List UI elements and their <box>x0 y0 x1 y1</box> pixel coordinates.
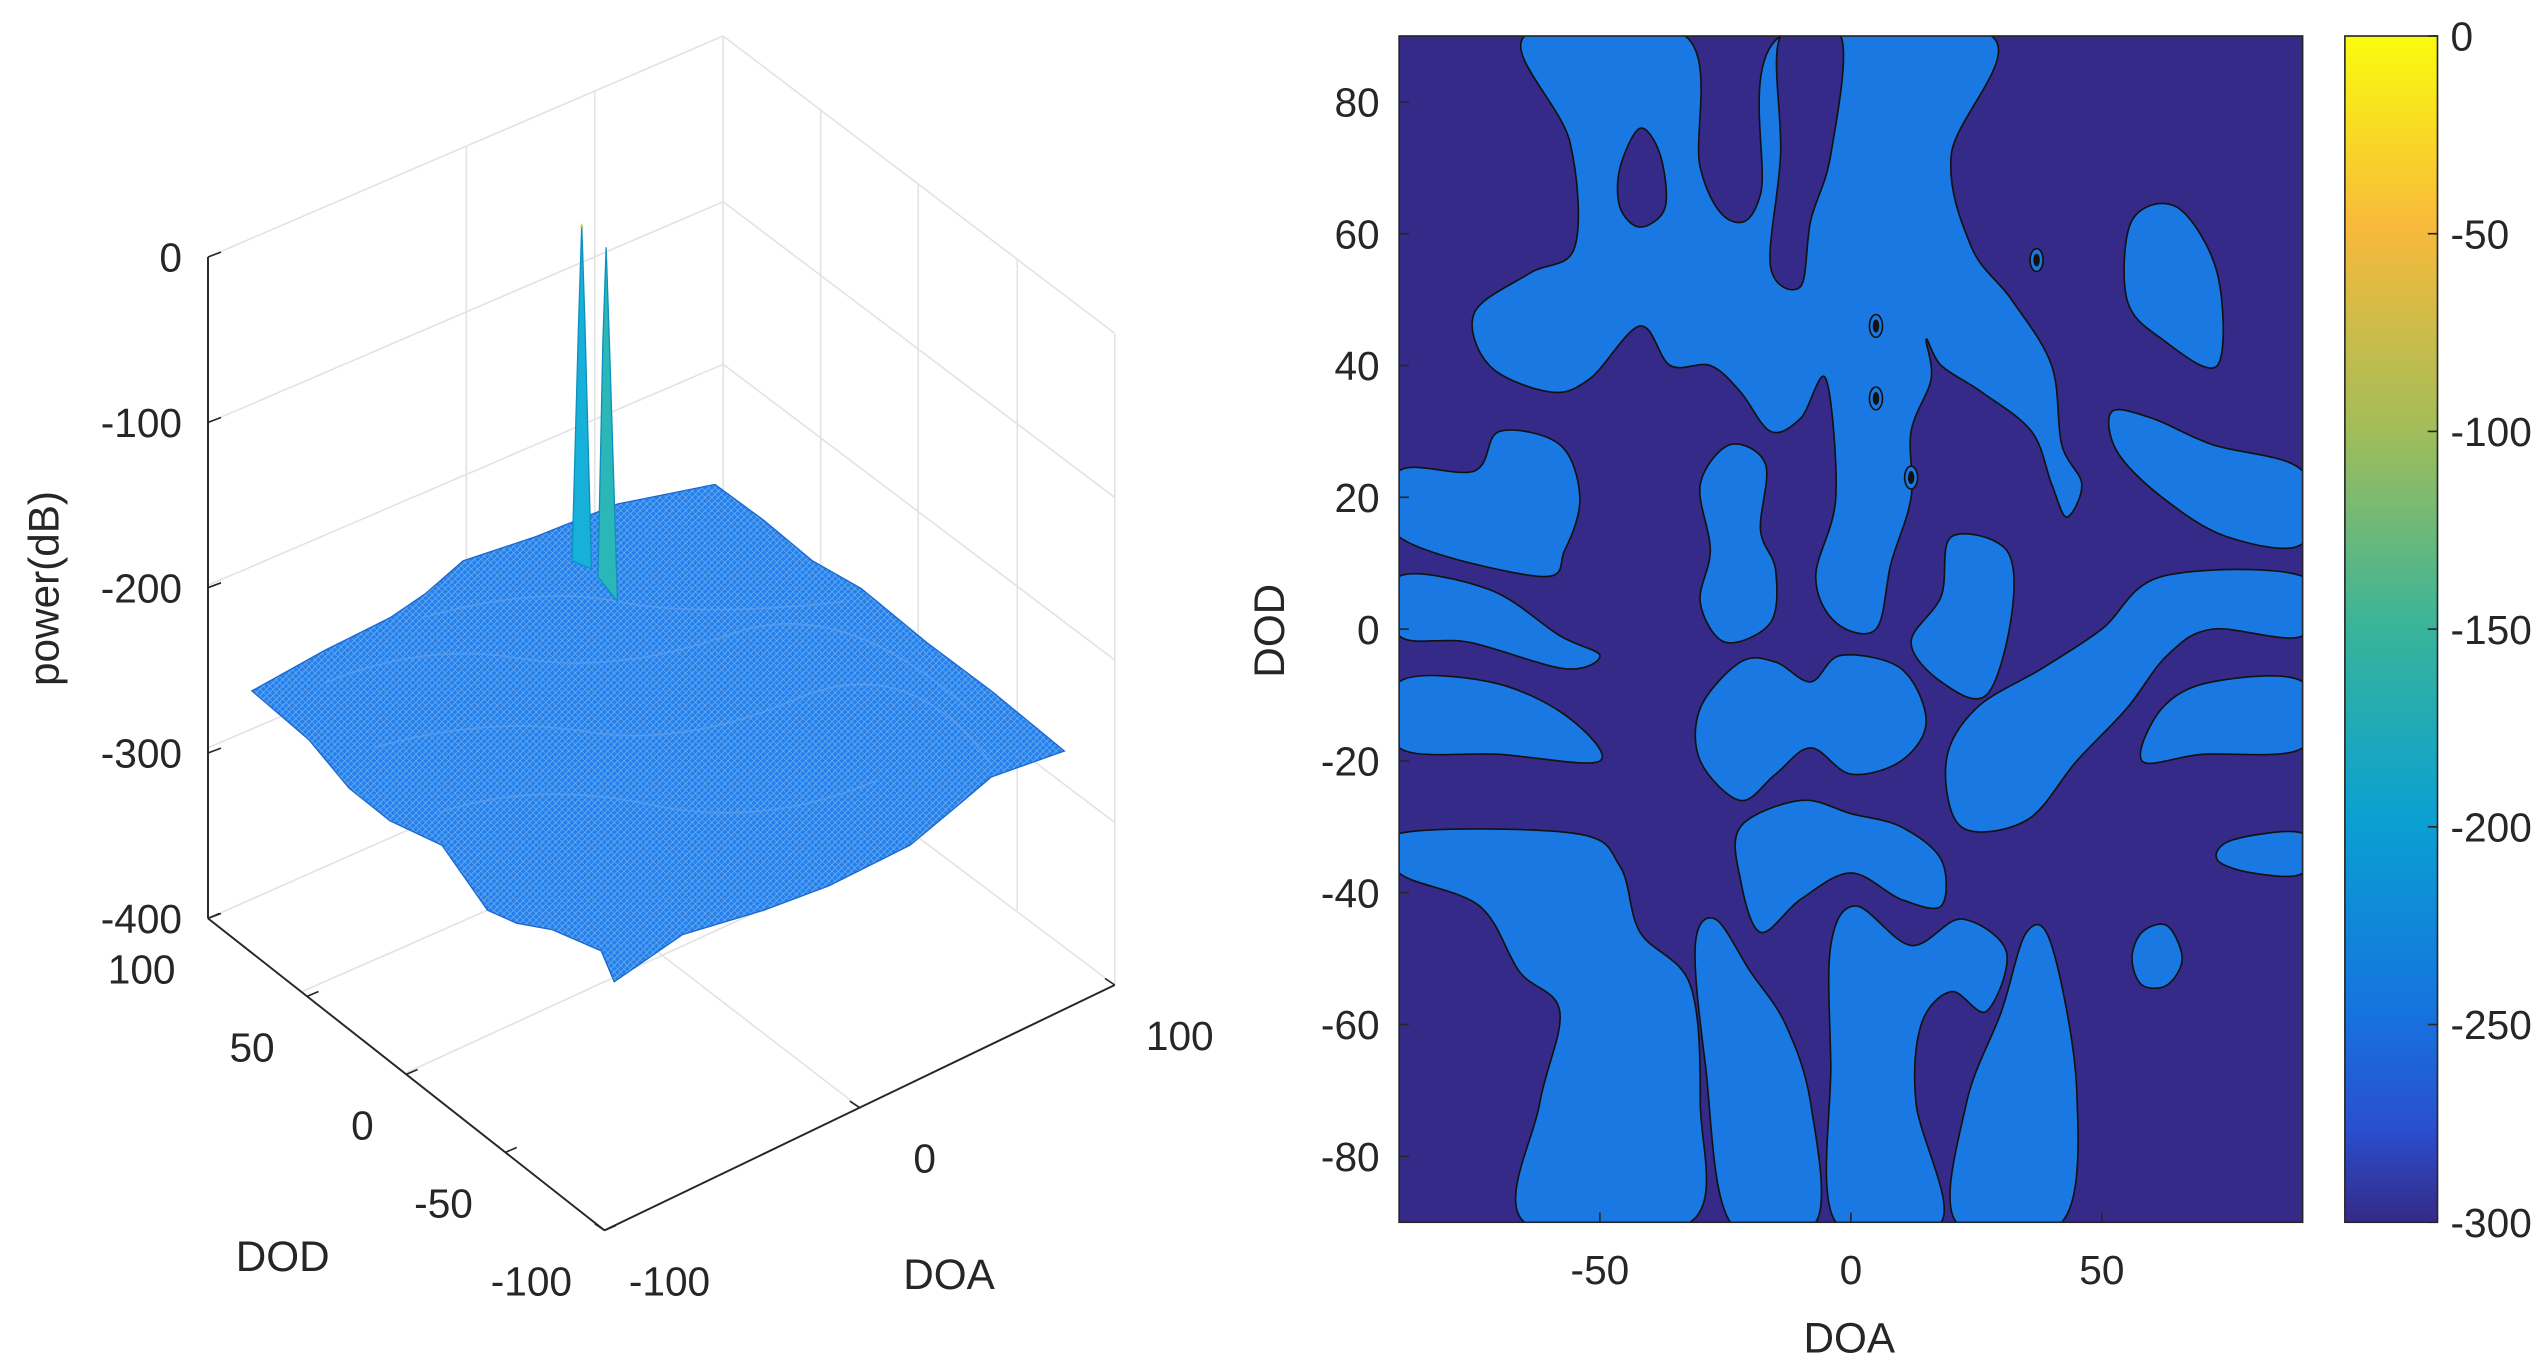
y-tick-label: 80 <box>1334 80 1379 126</box>
contour-region <box>2123 202 2225 369</box>
colorbar-tick-label: -200 <box>2451 804 2532 850</box>
x-tick-label: 50 <box>2079 1247 2124 1293</box>
y-tick-label: -60 <box>1321 1002 1380 1048</box>
power-surface <box>250 483 1066 983</box>
dod-tick <box>306 990 319 998</box>
dod-tick-label: 50 <box>229 1024 274 1070</box>
y-tick-label: 40 <box>1334 343 1379 389</box>
x-tick-label: -50 <box>1571 1247 1630 1293</box>
colorbar-tick-label: -100 <box>2451 409 2532 455</box>
dod-tick-label: -100 <box>491 1258 572 1304</box>
contour-hole <box>1769 35 1845 291</box>
z-axis-label: power(dB) <box>20 491 67 686</box>
colorbar-tick-label: -150 <box>2451 607 2532 653</box>
doa-tick-label: 100 <box>1146 1013 1214 1059</box>
contour-region <box>1399 573 1601 670</box>
doa-tick <box>594 1223 605 1232</box>
colorbar-tick-label: -50 <box>2451 211 2510 257</box>
contour-x-label: DOA <box>1803 1314 1895 1361</box>
contour-region <box>1734 799 1948 934</box>
colorbar-ticks: 0 -50 -100 -150 -200 -250 -300 <box>2427 14 2532 1246</box>
peak-contour-core <box>1872 391 1880 405</box>
z-tick-label: -100 <box>101 400 182 446</box>
contour-regions <box>1399 35 2303 1223</box>
peak-contour-core <box>1872 319 1880 333</box>
z-tick <box>207 747 222 754</box>
z-tick <box>207 582 222 589</box>
doa-tick-label: -100 <box>629 1258 710 1304</box>
y-tick-label: 20 <box>1334 475 1379 521</box>
y-tick-label: -80 <box>1321 1134 1380 1180</box>
contour-region <box>2131 923 2183 990</box>
peak-contour-core <box>2033 253 2040 267</box>
peak-2 <box>597 247 619 604</box>
peak-1 <box>571 224 593 570</box>
doa-axis-label: DOA <box>903 1251 995 1298</box>
x-tick-label: 0 <box>1840 1247 1863 1293</box>
surface-ripples <box>324 595 992 814</box>
contour-region <box>1944 568 2303 833</box>
z-tick-label: 0 <box>159 235 182 281</box>
colorbar-tick-label: 0 <box>2451 14 2474 60</box>
dod-axis-ticks: 100 50 0 -50 -100 <box>108 912 617 1304</box>
contour-region <box>1698 443 1778 644</box>
dod-tick-label: 0 <box>351 1102 374 1148</box>
colorbar-tick-label: -250 <box>2451 1002 2532 1048</box>
contour-y-ticks: 80 60 40 20 0 -20 -40 -60 -80 <box>1321 80 1409 1180</box>
dod-tick <box>207 912 220 920</box>
contour-region <box>1825 905 2009 1223</box>
z-axis-ticks: 0 -100 -200 -300 -400 <box>101 235 222 942</box>
doa-tick <box>849 1100 861 1109</box>
contour-region <box>1910 533 2015 700</box>
z-tick <box>207 251 222 258</box>
dod-tick <box>505 1146 518 1154</box>
doa-tick-label: 0 <box>913 1136 936 1182</box>
contour-hole <box>1616 127 1668 228</box>
y-tick-label: 0 <box>1357 607 1380 653</box>
doa-tick <box>1104 977 1116 986</box>
doa-axis-ticks: -100 0 100 <box>594 977 1214 1304</box>
contour-region <box>2139 675 2303 765</box>
contour-region <box>1399 828 1708 1223</box>
contour-region <box>2215 830 2303 878</box>
y-tick-label: -40 <box>1321 870 1380 916</box>
dod-axis-label: DOD <box>236 1233 330 1280</box>
z-tick <box>207 416 222 424</box>
dod-tick-label: 100 <box>108 946 176 992</box>
contour-region <box>1694 654 1927 802</box>
dod-tick <box>405 1068 418 1076</box>
contour-region <box>1949 923 2079 1223</box>
dod-tick-label: -50 <box>414 1180 473 1226</box>
contour-region <box>2107 408 2303 550</box>
colorbar-tick-label: -300 <box>2451 1200 2532 1246</box>
peak-tip <box>580 222 584 228</box>
colorbar <box>2344 35 2439 1224</box>
peak-contour-core <box>1907 471 1915 485</box>
z-tick-label: -400 <box>101 896 182 942</box>
contour-region <box>1694 917 1823 1223</box>
contour-region <box>1399 429 1581 578</box>
contour-y-label: DOD <box>1246 584 1293 678</box>
contour-x-ticks: -50 0 50 <box>1571 1212 2124 1293</box>
dod-tick <box>604 1224 617 1232</box>
z-tick-label: -200 <box>101 565 182 611</box>
y-tick-label: -20 <box>1321 739 1380 785</box>
y-tick-label: 60 <box>1334 211 1379 257</box>
z-tick-label: -300 <box>101 731 182 777</box>
